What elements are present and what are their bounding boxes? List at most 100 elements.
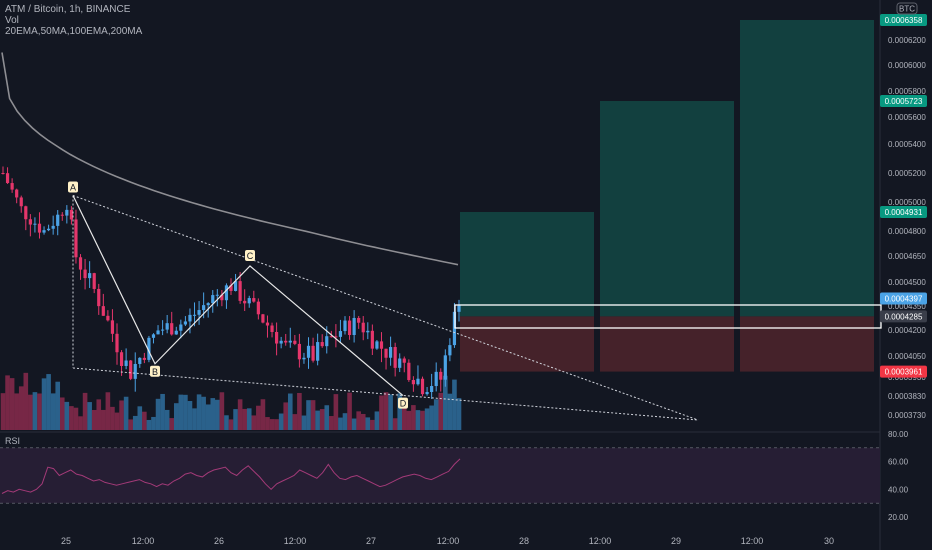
volume-bar	[397, 393, 403, 430]
candle-body	[138, 357, 142, 364]
rsi-tick: 20.00	[888, 513, 909, 522]
candle-body	[33, 223, 37, 225]
volume-bar	[415, 410, 421, 430]
candle-body	[156, 330, 160, 335]
volume-bar	[46, 374, 51, 430]
volume-bar	[246, 408, 252, 430]
price-tick: 0.0004500	[888, 278, 926, 287]
volume-bar	[438, 392, 444, 430]
volume-bar	[0, 393, 6, 430]
abcd-pattern[interactable]: A B C D	[68, 181, 408, 409]
volume-bar	[50, 393, 56, 430]
volume-bar	[379, 395, 384, 430]
volume-bar	[132, 415, 138, 430]
volume-bar	[329, 416, 334, 430]
price-tick: 0.0005400	[888, 140, 926, 149]
volume-label[interactable]: Vol	[5, 15, 19, 26]
price-tick: 0.0004050	[888, 352, 926, 361]
volume-bar	[224, 415, 229, 430]
wedge-trendlines[interactable]	[72, 195, 699, 421]
candle-body	[69, 209, 73, 220]
volume-bar	[187, 401, 193, 430]
volume-bar	[447, 393, 453, 430]
candle-body	[361, 322, 365, 333]
candle-body	[129, 360, 133, 379]
price-tick: 0.0006200	[888, 36, 926, 45]
volume-bar	[146, 419, 152, 430]
profit-zone-3	[740, 20, 874, 317]
price-badge	[880, 14, 927, 26]
candle-body	[192, 314, 197, 316]
volume-bar	[55, 381, 61, 430]
volume-bar	[228, 419, 234, 430]
candle-body	[334, 336, 338, 338]
price-badge-text: 0.0003961	[885, 368, 923, 377]
price-axis[interactable]: 0.0006200 0.0006000 0.0005800 0.0005600 0.00…	[888, 36, 926, 420]
volume-bar	[142, 411, 147, 430]
candle-body	[124, 360, 128, 366]
volume-bar	[9, 378, 15, 430]
volume-bar	[69, 406, 74, 430]
candle-body	[343, 320, 347, 332]
volume-bar	[215, 399, 220, 430]
volume-bar	[114, 412, 120, 430]
ma-label[interactable]: 20EMA,50MA,100EMA,200MA	[5, 26, 143, 37]
volume-bar	[137, 406, 143, 430]
volume-bar	[287, 393, 293, 430]
candle-body	[370, 330, 374, 349]
candle-body	[398, 358, 402, 368]
time-tick: 12:00	[437, 536, 460, 546]
position-zones[interactable]	[460, 20, 874, 372]
volume-bar	[342, 413, 348, 430]
time-tick: 26	[214, 536, 224, 546]
rsi-label[interactable]: RSI	[5, 436, 21, 446]
volume-bar	[160, 393, 165, 430]
candle-body	[5, 173, 10, 184]
volume-bar	[87, 402, 92, 430]
candle-body	[197, 310, 201, 315]
time-tick: 12:00	[132, 536, 155, 546]
candle-body	[60, 214, 64, 216]
volume-bar	[370, 419, 375, 430]
candle-body	[119, 352, 124, 366]
volume-bar	[14, 393, 19, 430]
pattern-point-c	[245, 250, 255, 261]
candle-body	[443, 355, 447, 380]
time-axis[interactable]: 25 12:00 26 12:00 27 12:00 28 12:00 29 12:00 30	[61, 536, 834, 546]
candle-body	[10, 183, 14, 190]
candle-body	[366, 330, 370, 333]
candle-body	[297, 343, 301, 360]
volume-bar	[205, 404, 211, 430]
candle-body	[320, 342, 324, 347]
candle-body	[425, 392, 429, 395]
candle-body	[411, 380, 415, 385]
rsi-pane[interactable]	[0, 447, 880, 504]
volume-bar	[23, 372, 29, 430]
candle-body	[206, 303, 210, 306]
candle-body	[83, 269, 87, 279]
volume-bar	[292, 414, 298, 430]
symbol-title[interactable]: ATM / Bitcoin, 1h, BINANCE	[5, 4, 131, 15]
price-badge-text: 0.0005723	[885, 97, 923, 106]
volume-bar	[306, 400, 311, 430]
price-tick: 0.0003830	[888, 392, 926, 401]
abcd-path	[72, 195, 404, 397]
price-tick: 0.0005000	[888, 198, 926, 207]
volume-bar	[164, 409, 170, 430]
candle-body	[78, 257, 83, 270]
candle-body	[347, 320, 352, 336]
candle-body	[288, 340, 292, 343]
price-tick: 0.0004800	[888, 227, 926, 236]
candle-body	[47, 228, 51, 231]
candle-body	[434, 371, 438, 387]
volume-bar	[347, 392, 352, 430]
candle-body	[147, 337, 151, 360]
volume-bar	[151, 416, 156, 430]
profit-zone-1	[460, 212, 594, 317]
candle-body	[420, 378, 425, 395]
price-badge	[880, 310, 927, 323]
candle-body	[316, 342, 320, 361]
volume-bar	[310, 400, 316, 430]
volume-bar	[32, 392, 38, 430]
